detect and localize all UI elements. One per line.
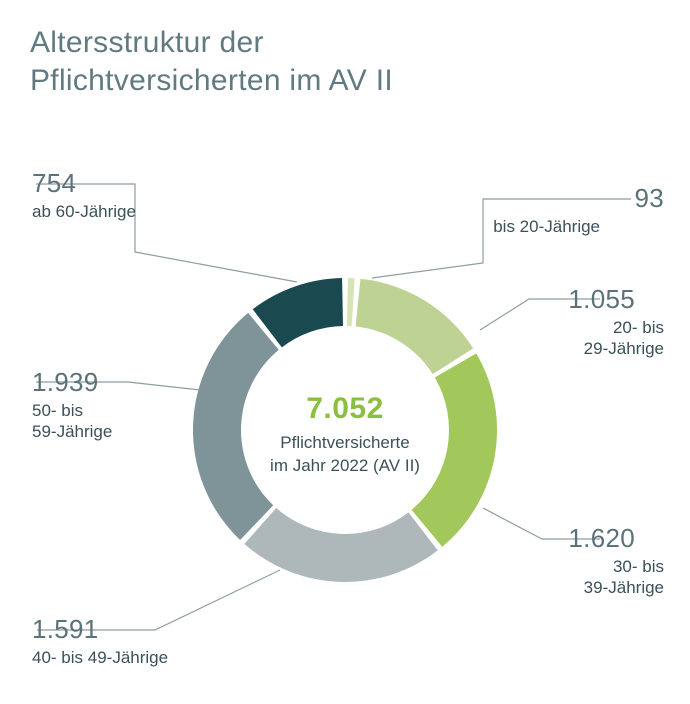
chart-title: Altersstruktur der Pflichtversicherten i… — [30, 24, 393, 99]
center-subtitle: Pflichtversicherte im Jahr 2022 (AV II) — [235, 432, 455, 478]
segment-20-29 — [356, 279, 474, 374]
label-caption-50-59: 50- bis 59-Jährige — [32, 400, 112, 443]
label-value-20-29: 1.055 — [568, 284, 635, 315]
label-caption-ab60: ab 60-Jährige — [32, 201, 136, 222]
center-value: 7.052 — [245, 392, 445, 426]
label-value-50-59: 1.939 — [32, 367, 99, 398]
segment-50-59 — [193, 313, 279, 540]
label-caption-40-49: 40- bis 49-Jährige — [32, 647, 168, 668]
label-caption-20-29: 20- bis 29-Jährige — [584, 317, 664, 360]
label-value-40-49: 1.591 — [32, 614, 99, 645]
label-value-ab60: 754 — [32, 168, 76, 199]
leader-line — [372, 199, 631, 278]
segment-ab60 — [253, 278, 343, 347]
segment-bis20 — [347, 278, 355, 326]
label-value-bis20: 93 — [634, 183, 664, 214]
label-caption-30-39: 30- bis 39-Jährige — [584, 556, 664, 599]
label-value-30-39: 1.620 — [568, 523, 635, 554]
segment-40-49 — [244, 508, 437, 582]
label-caption-bis20: bis 20-Jährige — [493, 216, 600, 237]
